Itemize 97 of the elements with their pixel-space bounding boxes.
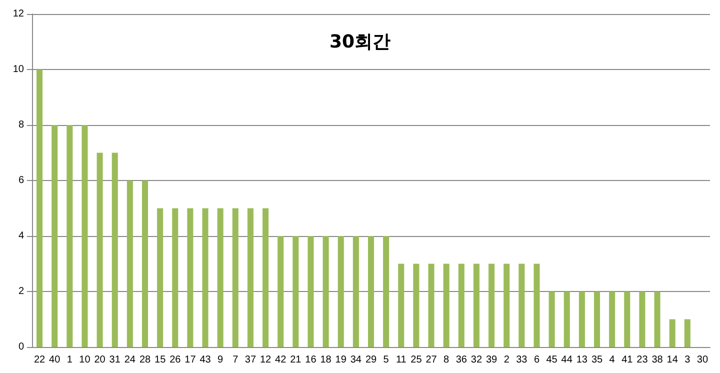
x-tick-label: 36 [456, 354, 468, 366]
bar [187, 208, 194, 347]
x-tick-label: 20 [94, 354, 106, 366]
y-tick-label: 8 [18, 120, 24, 130]
bar [338, 236, 344, 347]
x-tick-label: 17 [184, 354, 196, 366]
x-tick-label: 43 [200, 354, 212, 366]
x-tick-label: 15 [154, 354, 166, 366]
bar [578, 292, 585, 347]
x-tick-label: 13 [576, 354, 588, 366]
x-tick-label: 18 [320, 354, 332, 366]
x-tick-label: 30 [696, 354, 708, 366]
bar [639, 292, 646, 347]
x-tick-label: 38 [652, 354, 664, 366]
bar [624, 292, 630, 347]
x-tick-label: 5 [383, 354, 390, 366]
x-tick-label: 35 [591, 354, 603, 366]
bar [534, 264, 540, 347]
x-tick-label: 42 [275, 354, 287, 366]
bar [278, 236, 284, 347]
x-tick-label: 6 [534, 354, 540, 366]
x-tick-label: 3 [684, 354, 691, 366]
bar [458, 264, 464, 347]
bar [609, 292, 616, 347]
bar [262, 208, 269, 347]
text: 30회간 [329, 32, 391, 52]
x-tick-label: 27 [426, 354, 438, 366]
x-tick-label: 21 [290, 354, 302, 366]
bar [594, 292, 600, 347]
bar [669, 319, 676, 347]
x-tick-label: 7 [232, 354, 239, 366]
x-tick-label: 22 [34, 354, 46, 366]
x-tick-label: 12 [260, 354, 272, 366]
y-tick-label: 0 [18, 342, 24, 352]
x-tick-label: 37 [244, 354, 256, 366]
bar [126, 180, 133, 347]
bar [66, 125, 73, 347]
bar [82, 125, 88, 347]
x-tick-label: 16 [305, 354, 317, 366]
x-tick-label: 9 [218, 354, 224, 366]
x-tick-label: 26 [170, 354, 182, 366]
bar [112, 152, 118, 347]
bar [232, 208, 238, 347]
y-tick-label: 10 [12, 64, 24, 75]
bar [352, 236, 359, 347]
x-tick-label: 8 [444, 354, 450, 366]
x-tick-label: 28 [139, 354, 151, 366]
bar [202, 208, 208, 347]
x-tick-label: 14 [666, 354, 678, 366]
bar [443, 264, 450, 347]
x-tick-label: 44 [561, 354, 573, 366]
x-tick-label: 41 [622, 354, 634, 366]
bar [548, 292, 555, 347]
x-tick-label: 25 [410, 354, 422, 366]
x-tick-label: 40 [49, 354, 61, 366]
bar [142, 180, 148, 347]
bar [292, 236, 299, 347]
bar [398, 264, 404, 347]
bar [247, 208, 254, 347]
x-tick-label: 23 [636, 354, 648, 366]
bar [518, 264, 525, 347]
bar [684, 319, 690, 347]
x-tick-label: 1 [66, 354, 73, 366]
x-tick-label: 45 [546, 354, 558, 366]
bar [172, 208, 178, 347]
bar [473, 264, 480, 347]
bar [368, 236, 374, 347]
y-tick-label: 4 [18, 230, 24, 242]
bar [308, 236, 314, 347]
x-tick-label: 32 [470, 354, 482, 366]
bar [157, 208, 164, 347]
y-tick-label: 12 [12, 8, 24, 20]
bar [413, 264, 420, 347]
y-tick-label: 6 [18, 175, 24, 186]
x-tick-label: 4 [609, 354, 616, 366]
x-tick-label: 34 [350, 354, 362, 366]
bar [36, 70, 43, 347]
bar [564, 292, 570, 347]
bar [217, 208, 224, 347]
bar [428, 264, 434, 347]
y-tick-label: 2 [18, 286, 24, 297]
bar [383, 236, 390, 347]
x-tick-label: 33 [516, 354, 528, 366]
bar [52, 125, 58, 347]
x-tick-label: 11 [396, 354, 407, 366]
x-tick-label: 39 [486, 354, 498, 366]
x-tick-label: 31 [109, 354, 121, 366]
bar [504, 264, 510, 347]
x-tick-label: 24 [124, 354, 136, 366]
x-tick-label: 29 [365, 354, 377, 366]
x-tick-label: 10 [79, 354, 91, 366]
bar [322, 236, 329, 347]
bar [654, 292, 660, 347]
x-tick-label: 2 [504, 354, 510, 366]
bar [488, 264, 495, 347]
x-tick-label: 19 [335, 354, 347, 366]
bar [96, 152, 103, 347]
